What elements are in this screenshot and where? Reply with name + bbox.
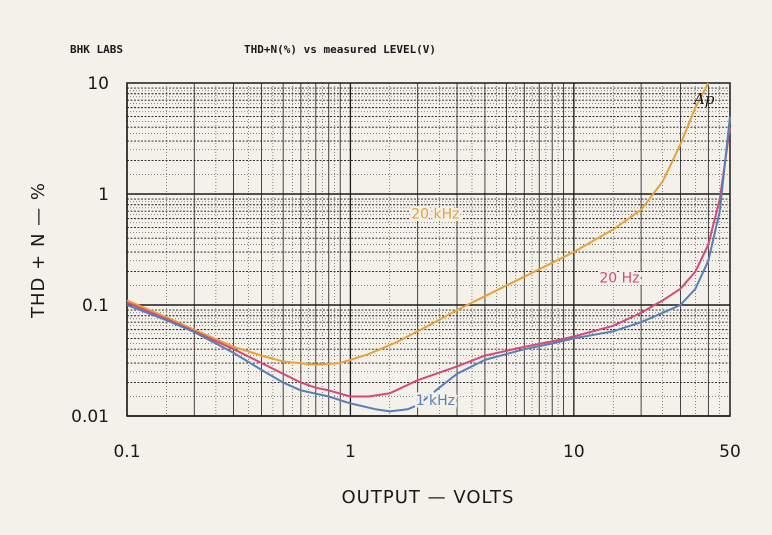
x-tick-label: 10 [563, 442, 585, 462]
ap-logo-mark: Ap [692, 90, 715, 108]
y-tick-label: 1 [98, 185, 109, 205]
series-group: 20 kHz 20 Hz 1 kHz [126, 82, 731, 413]
series-line-1-khz [126, 116, 731, 413]
y-axis-label: THD + N — % [28, 182, 49, 319]
series-label-20-khz: 20 kHz [411, 207, 459, 223]
series-label-1-khz: 1 kHz [416, 393, 455, 409]
x-axis-label: OUTPUT — VOLTS [342, 487, 515, 508]
x-tick-label: 0.1 [113, 442, 140, 462]
y-tick-label: 0.1 [82, 296, 109, 316]
series-line-20-khz [126, 82, 710, 366]
series-label-20-hz: 20 Hz [599, 270, 639, 286]
x-tick-label: 50 [719, 442, 741, 462]
y-tick-label: 0.01 [71, 407, 109, 427]
y-tick-label: 10 [87, 74, 109, 94]
plot-frame [126, 82, 731, 417]
plot-grid [126, 83, 731, 417]
header-lab-name: BHK LABS [70, 43, 123, 56]
x-tick-label: 1 [345, 442, 356, 462]
series-line-20-hz [126, 127, 731, 398]
header-chart-title: THD+N(%) vs measured LEVEL(V) [244, 43, 436, 56]
